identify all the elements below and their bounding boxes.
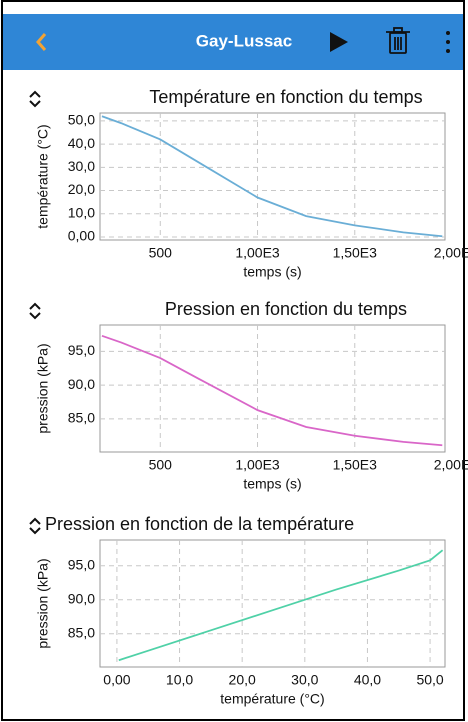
y-tick-label: 90,0 (68, 376, 95, 392)
y-axis-label: température (°C) (35, 124, 51, 228)
delete-button[interactable] (386, 27, 410, 54)
data-line (101, 115, 443, 238)
collapse-toggle[interactable] (29, 90, 41, 98)
x-tick-label: 1,00E3 (235, 245, 280, 261)
play-button[interactable] (330, 32, 348, 52)
y-tick-label: 0,00 (68, 228, 95, 244)
x-tick-label: 50,0 (416, 672, 443, 688)
data-line (101, 334, 443, 447)
y-tick-label: 85,0 (68, 410, 95, 426)
x-tick-label: 500 (149, 245, 173, 261)
y-axis-label: pression (kPa) (35, 343, 51, 433)
y-axis-label: pression (kPa) (35, 558, 51, 648)
x-tick-label: 500 (149, 457, 173, 473)
x-tick-label: 1,50E3 (333, 457, 378, 473)
x-tick-label: 2,00E (434, 457, 468, 473)
chart-title: Pression en fonction de la température (45, 514, 354, 534)
x-tick-label: 30,0 (291, 672, 318, 688)
y-tick-label: 90,0 (68, 590, 95, 606)
x-axis-label: température (°C) (220, 691, 324, 707)
x-axis-label: temps (s) (243, 264, 301, 280)
y-tick-label: 40,0 (68, 135, 95, 151)
menu-button[interactable] (446, 31, 450, 53)
collapse-toggle[interactable] (29, 517, 41, 525)
plot-area (99, 112, 446, 241)
x-tick-label: 0,00 (103, 672, 130, 688)
chart-title: Pression en fonction du temps (165, 299, 407, 319)
x-tick-label: 10,0 (166, 672, 193, 688)
x-tick-label: 2,00E (434, 245, 468, 261)
app-title: Gay-Lussac (196, 31, 292, 50)
y-tick-label: 20,0 (68, 181, 95, 197)
collapse-toggle[interactable] (29, 312, 41, 320)
y-tick-label: 85,0 (68, 624, 95, 640)
chart-title: Température en fonction du temps (149, 87, 422, 107)
y-tick-label: 95,0 (68, 342, 95, 358)
x-tick-label: 20,0 (229, 672, 256, 688)
data-line (118, 549, 444, 662)
plot-area (99, 324, 446, 453)
plot-area (99, 539, 446, 668)
app-bar (3, 14, 463, 70)
y-tick-label: 95,0 (68, 557, 95, 573)
x-axis-label: temps (s) (243, 476, 301, 492)
collapse-toggle[interactable] (29, 302, 41, 310)
y-tick-label: 10,0 (68, 204, 95, 220)
y-tick-label: 50,0 (68, 112, 95, 128)
back-button[interactable] (36, 33, 47, 51)
collapse-toggle[interactable] (29, 100, 41, 108)
x-tick-label: 1,50E3 (333, 245, 378, 261)
y-tick-label: 30,0 (68, 158, 95, 174)
x-tick-label: 40,0 (354, 672, 381, 688)
x-tick-label: 1,00E3 (235, 457, 280, 473)
collapse-toggle[interactable] (29, 527, 41, 535)
